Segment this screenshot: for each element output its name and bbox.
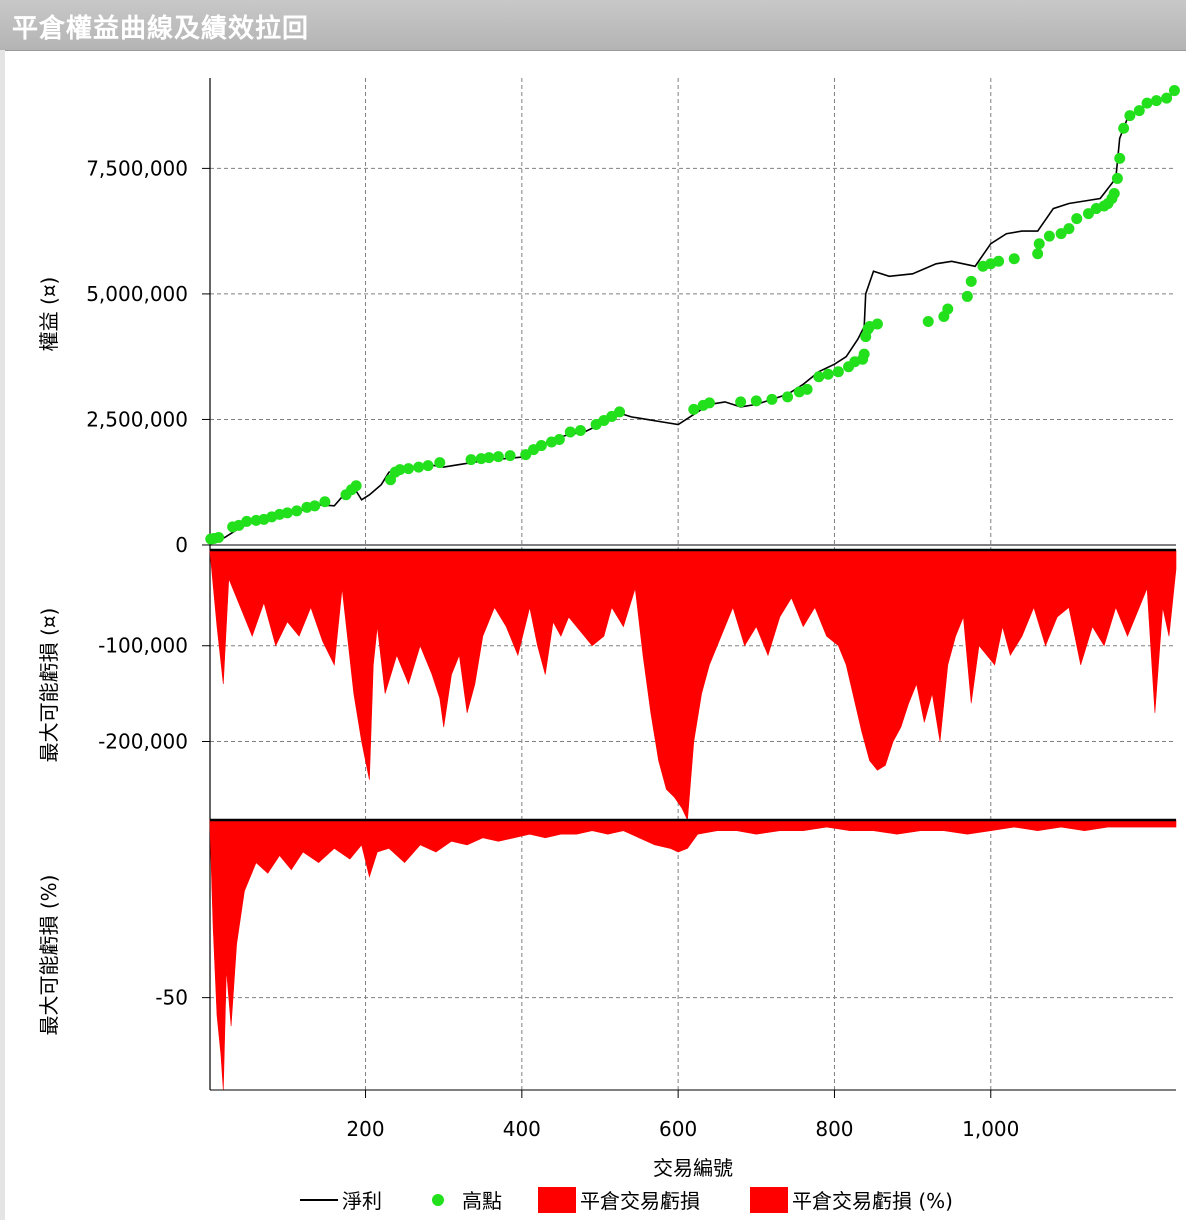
y-tick-label: -200,000 bbox=[98, 729, 188, 753]
equity-high-point bbox=[822, 368, 834, 380]
equity-high-point bbox=[961, 290, 973, 302]
equity-high-point bbox=[1124, 110, 1136, 122]
legend-area-swatch bbox=[538, 1187, 576, 1213]
equity-high-point bbox=[1008, 253, 1020, 265]
x-tick-label: 400 bbox=[503, 1117, 541, 1141]
y-tick-label: 2,500,000 bbox=[86, 407, 188, 431]
equity-high-point bbox=[281, 507, 293, 519]
equity-high-point bbox=[403, 463, 415, 475]
y-axis-label: 最大可能虧損 (¤) bbox=[37, 608, 61, 763]
equity-high-point bbox=[1141, 97, 1153, 109]
x-tick-label: 600 bbox=[659, 1117, 697, 1141]
y-tick-label: 5,000,000 bbox=[86, 282, 188, 306]
equity-high-point bbox=[422, 460, 434, 472]
equity-high-point bbox=[394, 464, 406, 476]
equity-high-point bbox=[735, 396, 747, 408]
x-tick-label: 1,000 bbox=[962, 1117, 1019, 1141]
x-tick-label: 800 bbox=[815, 1117, 853, 1141]
equity-high-point bbox=[1043, 230, 1055, 242]
equity-high-point bbox=[553, 434, 565, 446]
equity-high-point bbox=[1118, 122, 1130, 134]
equity-high-point bbox=[766, 393, 778, 405]
y-tick-label: 0 bbox=[175, 533, 188, 557]
equity-high-point bbox=[1063, 223, 1075, 235]
equity-high-point bbox=[291, 505, 303, 517]
equity-high-point bbox=[1032, 248, 1044, 260]
y-axis-label: 權益 (¤) bbox=[37, 277, 61, 352]
equity-high-point bbox=[1071, 213, 1083, 225]
equity-high-point bbox=[922, 316, 934, 328]
equity-high-point bbox=[703, 397, 715, 409]
drawdown-percent-panel: -50 最大可能虧損 (%) bbox=[37, 818, 1177, 1091]
equity-high-point bbox=[492, 451, 504, 463]
legend-area-swatch bbox=[750, 1187, 788, 1213]
equity-high-point bbox=[1082, 208, 1094, 220]
equity-high-point bbox=[1108, 187, 1120, 199]
equity-high-point bbox=[1114, 152, 1126, 164]
equity-high-point bbox=[535, 440, 547, 452]
equity-high-point bbox=[213, 531, 225, 543]
x-tick-label: 200 bbox=[346, 1117, 384, 1141]
equity-panel: 0 2,500,000 5,000,000 7,500,000 權益 (¤) bbox=[37, 78, 1180, 557]
legend-dot-swatch bbox=[432, 1194, 444, 1206]
equity-high-point bbox=[750, 395, 762, 407]
equity-high-point bbox=[504, 450, 516, 462]
equity-high-point bbox=[782, 391, 794, 403]
equity-high-point bbox=[241, 515, 253, 527]
y-axis-label: 最大可能虧損 (%) bbox=[37, 875, 61, 1036]
equity-high-point bbox=[1150, 95, 1162, 107]
equity-high-point bbox=[465, 454, 477, 466]
window-title: 平倉權益曲線及績效拉回 bbox=[12, 14, 310, 44]
equity-high-point bbox=[1055, 228, 1067, 240]
window-titlebar: 平倉權益曲線及績效拉回 bbox=[0, 0, 1186, 51]
equity-high-point bbox=[858, 348, 870, 360]
equity-high-point bbox=[832, 366, 844, 378]
drawdown-area bbox=[209, 549, 1177, 822]
equity-high-point bbox=[434, 457, 446, 469]
equity-high-point bbox=[871, 318, 883, 330]
legend-label: 平倉交易虧損 bbox=[580, 1189, 700, 1213]
legend-label: 淨利 bbox=[342, 1189, 382, 1213]
equity-high-point bbox=[413, 461, 425, 473]
window-left-edge bbox=[0, 50, 5, 1220]
y-tick-label: -50 bbox=[155, 986, 188, 1010]
equity-high-point bbox=[483, 452, 495, 464]
equity-high-point bbox=[1111, 172, 1123, 184]
equity-high-point bbox=[1133, 105, 1145, 117]
legend-label: 平倉交易虧損 (%) bbox=[792, 1189, 953, 1213]
legend-label: 高點 bbox=[462, 1189, 502, 1213]
equity-drawdown-chart: 0 2,500,000 5,000,000 7,500,000 權益 (¤) -100,… bbox=[37, 78, 1180, 1213]
equity-high-point bbox=[574, 424, 586, 436]
equity-high-point bbox=[309, 500, 321, 512]
equity-high-point bbox=[350, 480, 362, 492]
equity-high-point bbox=[319, 496, 331, 508]
y-tick-label: 7,500,000 bbox=[86, 156, 188, 180]
equity-high-point bbox=[688, 403, 700, 415]
equity-high-point bbox=[614, 406, 626, 418]
equity-high-point bbox=[965, 275, 977, 287]
drawdown-area bbox=[209, 819, 1177, 1091]
equity-high-point bbox=[520, 449, 532, 461]
equity-high-point bbox=[813, 371, 825, 383]
drawdown-panel: -100,000 -200,000 最大可能虧損 (¤) bbox=[37, 548, 1177, 822]
equity-high-point bbox=[942, 303, 954, 315]
x-axis-title: 交易編號 bbox=[653, 1156, 733, 1180]
y-tick-label: -100,000 bbox=[98, 634, 188, 658]
equity-high-point bbox=[1168, 85, 1180, 97]
equity-high-point bbox=[801, 383, 813, 395]
legend: 淨利 高點 平倉交易虧損 平倉交易虧損 (%) bbox=[300, 1187, 953, 1213]
equity-high-point bbox=[1033, 238, 1045, 250]
equity-high-point bbox=[564, 426, 576, 438]
equity-high-point bbox=[1161, 92, 1173, 104]
x-axis: 200 400 600 800 1,000 交易編號 bbox=[210, 1089, 1176, 1180]
net-profit-line bbox=[209, 92, 1177, 542]
equity-high-point bbox=[993, 255, 1005, 267]
